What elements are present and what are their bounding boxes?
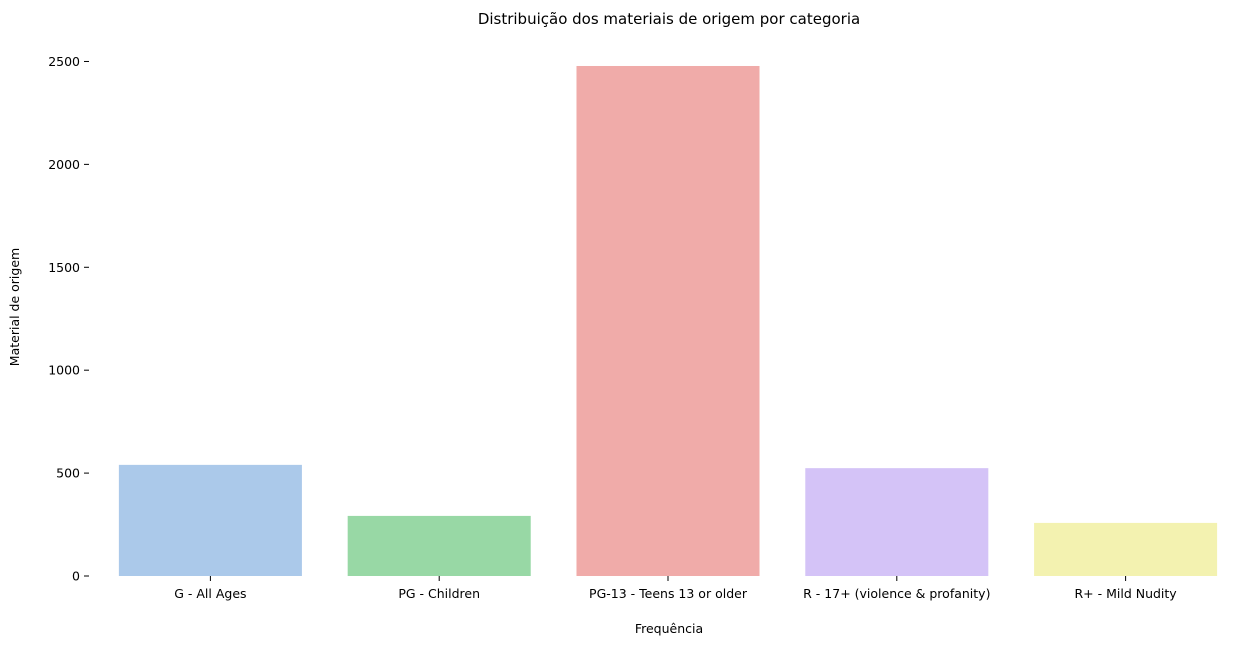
y-axis-label: Material de origem: [7, 248, 22, 366]
x-axis-label: Frequência: [635, 621, 703, 636]
x-axis: G - All Ages PG - Children PG-13 - Teens 1…: [174, 576, 1177, 601]
bar: [118, 464, 302, 576]
y-tick-label: 0: [72, 569, 80, 584]
y-tick-label: 1000: [48, 363, 80, 378]
bar: [576, 65, 760, 576]
y-tick-label: 2000: [48, 157, 80, 172]
x-tick-label: PG - Children: [398, 586, 480, 601]
x-tick-label: G - All Ages: [174, 586, 246, 601]
y-tick-label: 500: [56, 466, 80, 481]
y-tick-label: 2500: [48, 54, 80, 69]
bar: [1034, 522, 1218, 576]
x-tick-label: R - 17+ (violence & profanity): [803, 586, 990, 601]
x-tick-label: R+ - Mild Nudity: [1074, 586, 1177, 601]
bar: [805, 468, 989, 576]
x-tick-label: PG-13 - Teens 13 or older: [589, 586, 748, 601]
y-axis: 0 500 1000 1500 2000 2500: [48, 54, 89, 584]
chart-title: Distribuição dos materiais de origem por…: [478, 10, 860, 28]
y-tick-label: 1500: [48, 260, 80, 275]
bars: [118, 65, 1218, 576]
bar: [347, 515, 531, 576]
